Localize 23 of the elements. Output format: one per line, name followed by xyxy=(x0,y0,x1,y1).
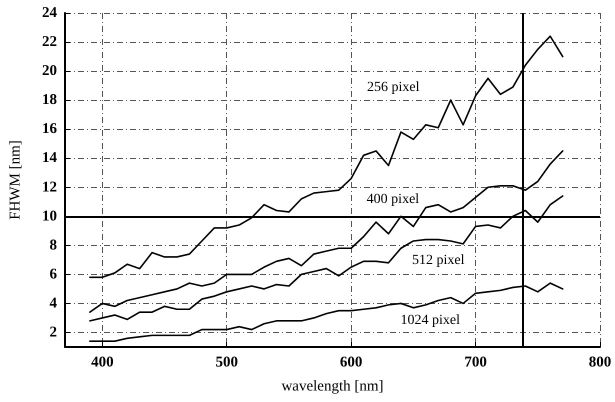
y-axis-title: FHWM [nm] xyxy=(8,140,24,220)
y-tick-label: 12 xyxy=(42,179,57,196)
y-tick-label: 14 xyxy=(42,150,58,166)
y-tick-label: 8 xyxy=(50,237,57,254)
y-tick-label: 16 xyxy=(42,121,58,138)
y-tick-label: 20 xyxy=(42,63,57,80)
y-tick-label: 4 xyxy=(50,295,58,312)
x-axis-title: wavelength [nm] xyxy=(281,378,384,394)
series-label: 512 pixel xyxy=(412,253,465,268)
x-tick-label: 700 xyxy=(464,354,487,370)
y-tick-label: 22 xyxy=(42,34,57,50)
y-tick-label: 24 xyxy=(42,5,58,21)
x-tick-label: 500 xyxy=(215,354,238,370)
y-tick-label: 18 xyxy=(42,92,57,108)
y-tick-label: 10 xyxy=(42,208,57,224)
x-tick-label: 600 xyxy=(340,354,362,370)
x-tick-label: 400 xyxy=(91,354,114,370)
series-label: 400 pixel xyxy=(366,192,420,207)
y-tick-label: 2 xyxy=(50,324,57,340)
series-label: 1024 pixel xyxy=(400,313,460,328)
text: 256 pixel xyxy=(367,80,420,96)
y-tick-label: 6 xyxy=(50,266,58,282)
x-tick-label: 800 xyxy=(588,354,612,370)
